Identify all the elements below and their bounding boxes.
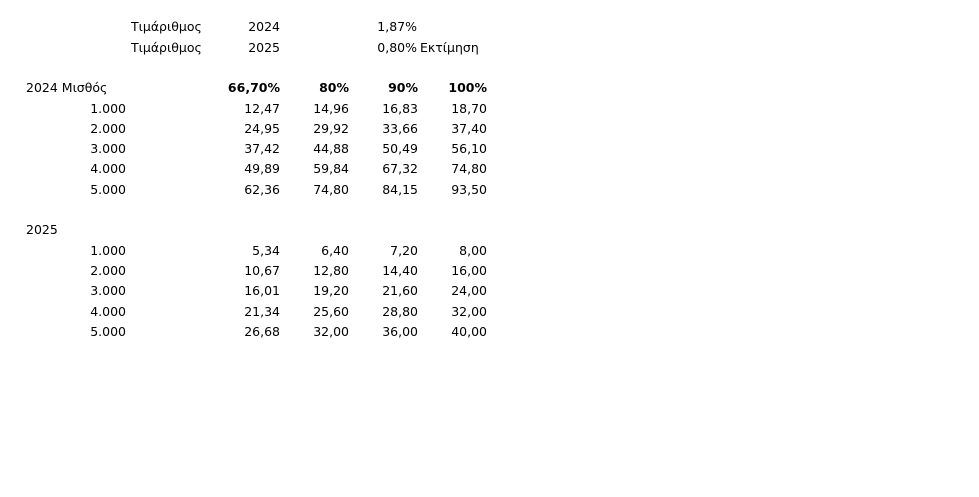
value-cell: 18,70 bbox=[451, 101, 487, 116]
value-cell: 29,92 bbox=[313, 121, 349, 136]
value-cell: 5,34 bbox=[252, 243, 280, 258]
table-row: 2.000 10,67 12,80 14,40 16,00 bbox=[0, 261, 979, 281]
table-row: 5.000 62,36 74,80 84,15 93,50 bbox=[0, 180, 979, 200]
cpi-note: Εκτίμηση bbox=[420, 40, 479, 55]
value-cell: 12,80 bbox=[313, 263, 349, 278]
cpi-rate: 1,87% bbox=[377, 19, 417, 34]
salary-cell: 5.000 bbox=[90, 182, 126, 197]
cpi-year: 2024 bbox=[248, 19, 280, 34]
value-cell: 19,20 bbox=[313, 283, 349, 298]
section-2025-header: 2025 bbox=[0, 220, 979, 240]
table-row: 2.000 24,95 29,92 33,66 37,40 bbox=[0, 119, 979, 139]
value-cell: 93,50 bbox=[451, 182, 487, 197]
section-title: 2024 Μισθός bbox=[26, 80, 108, 95]
value-cell: 59,84 bbox=[313, 161, 349, 176]
value-cell: 32,00 bbox=[451, 304, 487, 319]
column-header: 100% bbox=[448, 80, 487, 95]
value-cell: 16,01 bbox=[244, 283, 280, 298]
section-2024-header: 2024 Μισθός 66,70% 80% 90% 100% bbox=[0, 78, 979, 98]
cpi-row-2025: Τιμάριθμος 2025 0,80% Εκτίμηση bbox=[0, 38, 979, 58]
salary-cell: 1.000 bbox=[90, 101, 126, 116]
value-cell: 25,60 bbox=[313, 304, 349, 319]
table-row: 4.000 21,34 25,60 28,80 32,00 bbox=[0, 302, 979, 322]
value-cell: 67,32 bbox=[382, 161, 418, 176]
value-cell: 44,88 bbox=[313, 141, 349, 156]
value-cell: 8,00 bbox=[459, 243, 487, 258]
value-cell: 14,96 bbox=[313, 101, 349, 116]
value-cell: 28,80 bbox=[382, 304, 418, 319]
column-header: 66,70% bbox=[227, 80, 280, 95]
value-cell: 6,40 bbox=[321, 243, 349, 258]
salary-cell: 2.000 bbox=[90, 263, 126, 278]
value-cell: 16,00 bbox=[451, 263, 487, 278]
value-cell: 24,00 bbox=[451, 283, 487, 298]
value-cell: 26,68 bbox=[244, 324, 280, 339]
salary-cell: 5.000 bbox=[90, 324, 126, 339]
value-cell: 74,80 bbox=[451, 161, 487, 176]
salary-cell: 4.000 bbox=[90, 304, 126, 319]
value-cell: 21,60 bbox=[382, 283, 418, 298]
value-cell: 74,80 bbox=[313, 182, 349, 197]
salary-cell: 3.000 bbox=[90, 141, 126, 156]
value-cell: 36,00 bbox=[382, 324, 418, 339]
cpi-year: 2025 bbox=[248, 40, 280, 55]
table-row: 4.000 49,89 59,84 67,32 74,80 bbox=[0, 159, 979, 179]
cpi-label: Τιμάριθμος bbox=[131, 40, 202, 55]
column-header: 80% bbox=[319, 80, 349, 95]
value-cell: 24,95 bbox=[244, 121, 280, 136]
value-cell: 84,15 bbox=[382, 182, 418, 197]
column-header: 90% bbox=[388, 80, 418, 95]
table-row: 1.000 12,47 14,96 16,83 18,70 bbox=[0, 99, 979, 119]
value-cell: 50,49 bbox=[382, 141, 418, 156]
table-row: 3.000 37,42 44,88 50,49 56,10 bbox=[0, 139, 979, 159]
value-cell: 56,10 bbox=[451, 141, 487, 156]
value-cell: 33,66 bbox=[382, 121, 418, 136]
salary-cell: 2.000 bbox=[90, 121, 126, 136]
value-cell: 40,00 bbox=[451, 324, 487, 339]
table-row: 5.000 26,68 32,00 36,00 40,00 bbox=[0, 322, 979, 342]
value-cell: 37,40 bbox=[451, 121, 487, 136]
value-cell: 49,89 bbox=[244, 161, 280, 176]
cpi-rate: 0,80% bbox=[377, 40, 417, 55]
cpi-note bbox=[420, 17, 520, 37]
value-cell: 32,00 bbox=[313, 324, 349, 339]
salary-cell: 3.000 bbox=[90, 283, 126, 298]
value-cell: 14,40 bbox=[382, 263, 418, 278]
cpi-label: Τιμάριθμος bbox=[131, 19, 202, 34]
value-cell: 10,67 bbox=[244, 263, 280, 278]
salary-cell: 1.000 bbox=[90, 243, 126, 258]
value-cell: 37,42 bbox=[244, 141, 280, 156]
value-cell: 62,36 bbox=[244, 182, 280, 197]
table-row: 1.000 5,34 6,40 7,20 8,00 bbox=[0, 241, 979, 261]
cpi-row-2024: Τιμάριθμος 2024 1,87% bbox=[0, 17, 979, 37]
value-cell: 7,20 bbox=[390, 243, 418, 258]
table-row: 3.000 16,01 19,20 21,60 24,00 bbox=[0, 281, 979, 301]
value-cell: 21,34 bbox=[244, 304, 280, 319]
section-title: 2025 bbox=[26, 222, 58, 237]
value-cell: 12,47 bbox=[244, 101, 280, 116]
salary-cell: 4.000 bbox=[90, 161, 126, 176]
value-cell: 16,83 bbox=[382, 101, 418, 116]
